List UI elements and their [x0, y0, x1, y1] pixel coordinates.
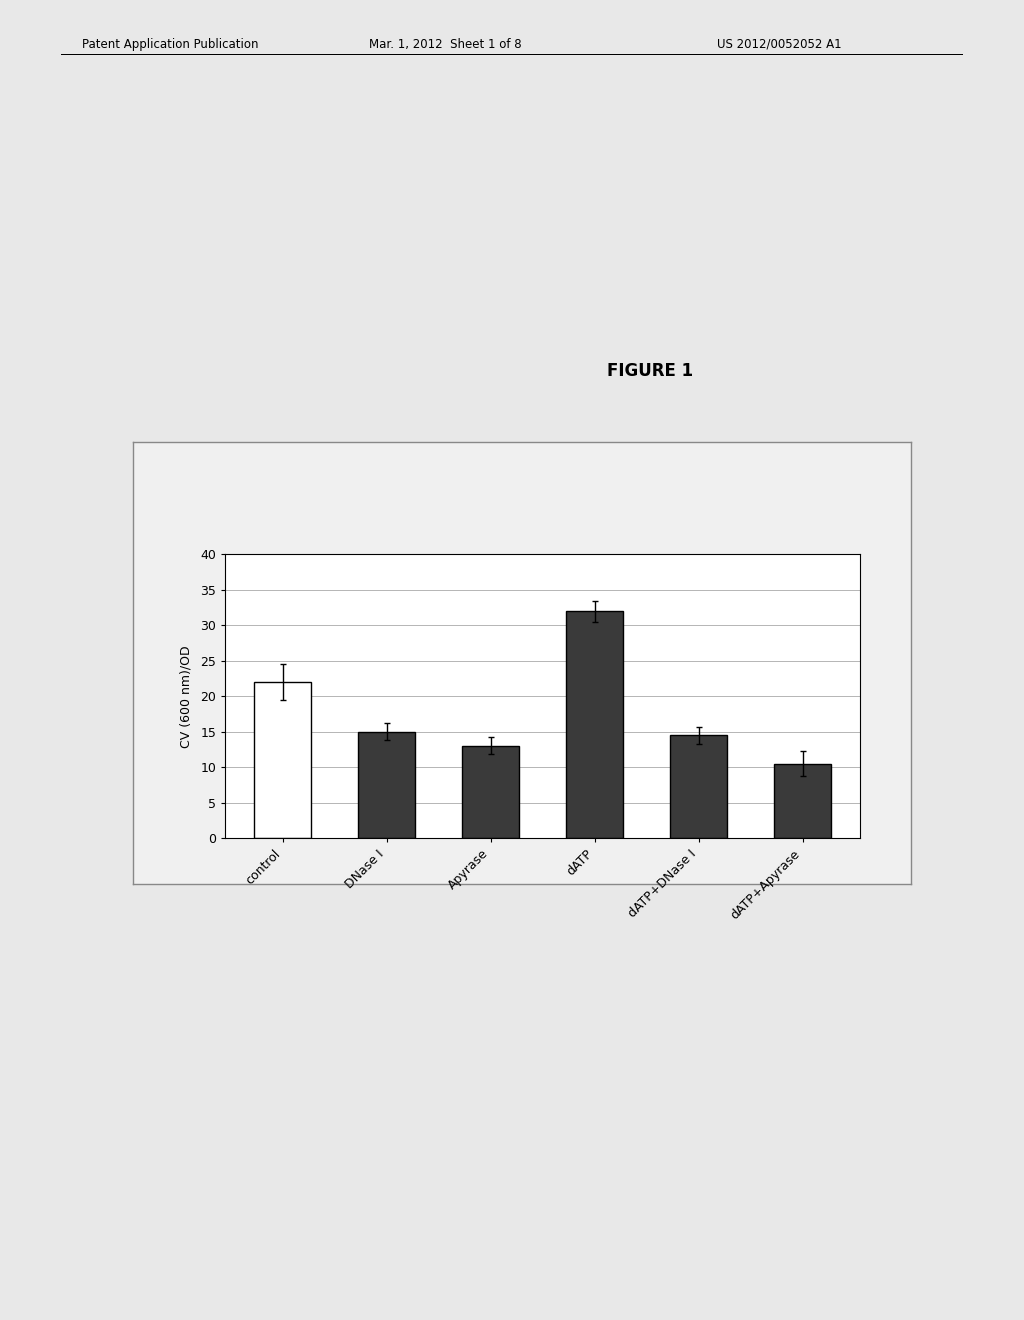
- Text: Mar. 1, 2012  Sheet 1 of 8: Mar. 1, 2012 Sheet 1 of 8: [369, 37, 521, 50]
- Text: FIGURE 1: FIGURE 1: [607, 362, 693, 380]
- Bar: [670, 735, 727, 838]
- Bar: [462, 746, 519, 838]
- Bar: [774, 764, 831, 838]
- Bar: [254, 682, 311, 838]
- Text: Patent Application Publication: Patent Application Publication: [82, 37, 258, 50]
- Bar: [358, 731, 416, 838]
- Bar: [566, 611, 624, 838]
- Y-axis label: CV (600 nm)/OD: CV (600 nm)/OD: [179, 645, 193, 747]
- Text: US 2012/0052052 A1: US 2012/0052052 A1: [717, 37, 842, 50]
